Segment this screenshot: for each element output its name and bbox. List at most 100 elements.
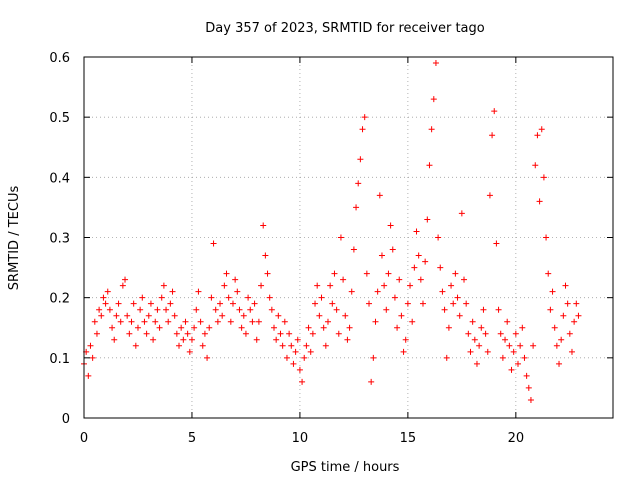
data-point xyxy=(199,342,206,349)
data-point xyxy=(245,294,252,301)
data-point xyxy=(473,360,480,367)
data-point xyxy=(85,372,92,379)
data-point xyxy=(400,348,407,355)
data-point xyxy=(499,354,506,361)
data-point xyxy=(283,354,290,361)
data-point xyxy=(426,162,433,169)
data-point xyxy=(476,342,483,349)
data-point xyxy=(167,300,174,307)
data-point xyxy=(355,180,362,187)
data-point xyxy=(424,216,431,223)
data-point xyxy=(260,222,267,229)
x-tick-label: 0 xyxy=(80,431,88,446)
data-point xyxy=(318,294,325,301)
data-point xyxy=(452,270,459,277)
data-point xyxy=(391,294,398,301)
data-point xyxy=(236,306,243,313)
data-point xyxy=(87,342,94,349)
data-point xyxy=(519,324,526,331)
data-point xyxy=(173,330,180,337)
data-point xyxy=(396,276,403,283)
data-point xyxy=(91,318,98,325)
data-point xyxy=(461,276,468,283)
data-point xyxy=(558,336,565,343)
y-tick-label: 0.1 xyxy=(49,352,70,367)
data-point xyxy=(113,312,120,319)
data-point xyxy=(119,282,126,289)
data-point xyxy=(402,336,409,343)
data-point xyxy=(346,324,353,331)
data-point xyxy=(299,378,306,385)
data-point xyxy=(126,330,133,337)
data-point xyxy=(435,234,442,241)
data-point xyxy=(448,282,455,289)
x-tick-label: 20 xyxy=(508,431,525,446)
data-point xyxy=(411,264,418,271)
data-point xyxy=(417,276,424,283)
data-point xyxy=(376,192,383,199)
data-point xyxy=(201,330,208,337)
data-point xyxy=(251,300,258,307)
data-point xyxy=(238,324,245,331)
data-point xyxy=(465,330,472,337)
data-point xyxy=(467,348,474,355)
data-point xyxy=(370,354,377,361)
data-point xyxy=(456,312,463,319)
data-point xyxy=(240,312,247,319)
y-tick-label: 0 xyxy=(62,412,70,427)
data-point xyxy=(156,324,163,331)
data-point xyxy=(497,330,504,337)
data-point xyxy=(469,318,476,325)
data-point xyxy=(214,318,221,325)
data-point xyxy=(286,330,293,337)
data-point xyxy=(333,306,340,313)
data-point xyxy=(124,312,131,319)
data-point xyxy=(229,300,236,307)
data-point xyxy=(480,306,487,313)
data-point xyxy=(441,306,448,313)
data-point xyxy=(128,318,135,325)
data-point xyxy=(534,132,541,139)
data-point xyxy=(154,306,161,313)
data-point xyxy=(130,300,137,307)
data-point xyxy=(538,126,545,133)
data-point xyxy=(104,288,111,295)
data-point xyxy=(493,240,500,247)
data-point xyxy=(545,270,552,277)
data-point xyxy=(350,246,357,253)
data-point xyxy=(277,330,284,337)
data-point xyxy=(495,306,502,313)
data-point xyxy=(188,336,195,343)
data-point xyxy=(197,318,204,325)
data-point xyxy=(562,282,569,289)
data-point xyxy=(374,288,381,295)
chart-title: Day 357 of 2023, SRMTID for receiver tag… xyxy=(205,21,484,36)
data-point xyxy=(419,300,426,307)
data-point xyxy=(195,288,202,295)
data-point xyxy=(389,246,396,253)
data-point xyxy=(249,318,256,325)
data-point xyxy=(348,288,355,295)
data-point xyxy=(171,312,178,319)
data-point xyxy=(387,222,394,229)
data-point xyxy=(184,330,191,337)
data-point xyxy=(383,306,390,313)
data-point xyxy=(512,330,519,337)
data-point xyxy=(571,318,578,325)
data-point xyxy=(560,312,567,319)
data-point xyxy=(504,318,511,325)
data-point xyxy=(324,318,331,325)
data-point xyxy=(415,252,422,259)
data-point xyxy=(463,300,470,307)
data-point xyxy=(540,174,547,181)
data-point xyxy=(482,330,489,337)
data-point xyxy=(206,324,213,331)
data-point xyxy=(385,270,392,277)
data-point xyxy=(430,96,437,103)
data-point xyxy=(139,294,146,301)
data-point xyxy=(510,348,517,355)
data-point xyxy=(372,318,379,325)
data-point xyxy=(422,258,429,265)
data-point xyxy=(163,306,170,313)
data-point xyxy=(93,330,100,337)
